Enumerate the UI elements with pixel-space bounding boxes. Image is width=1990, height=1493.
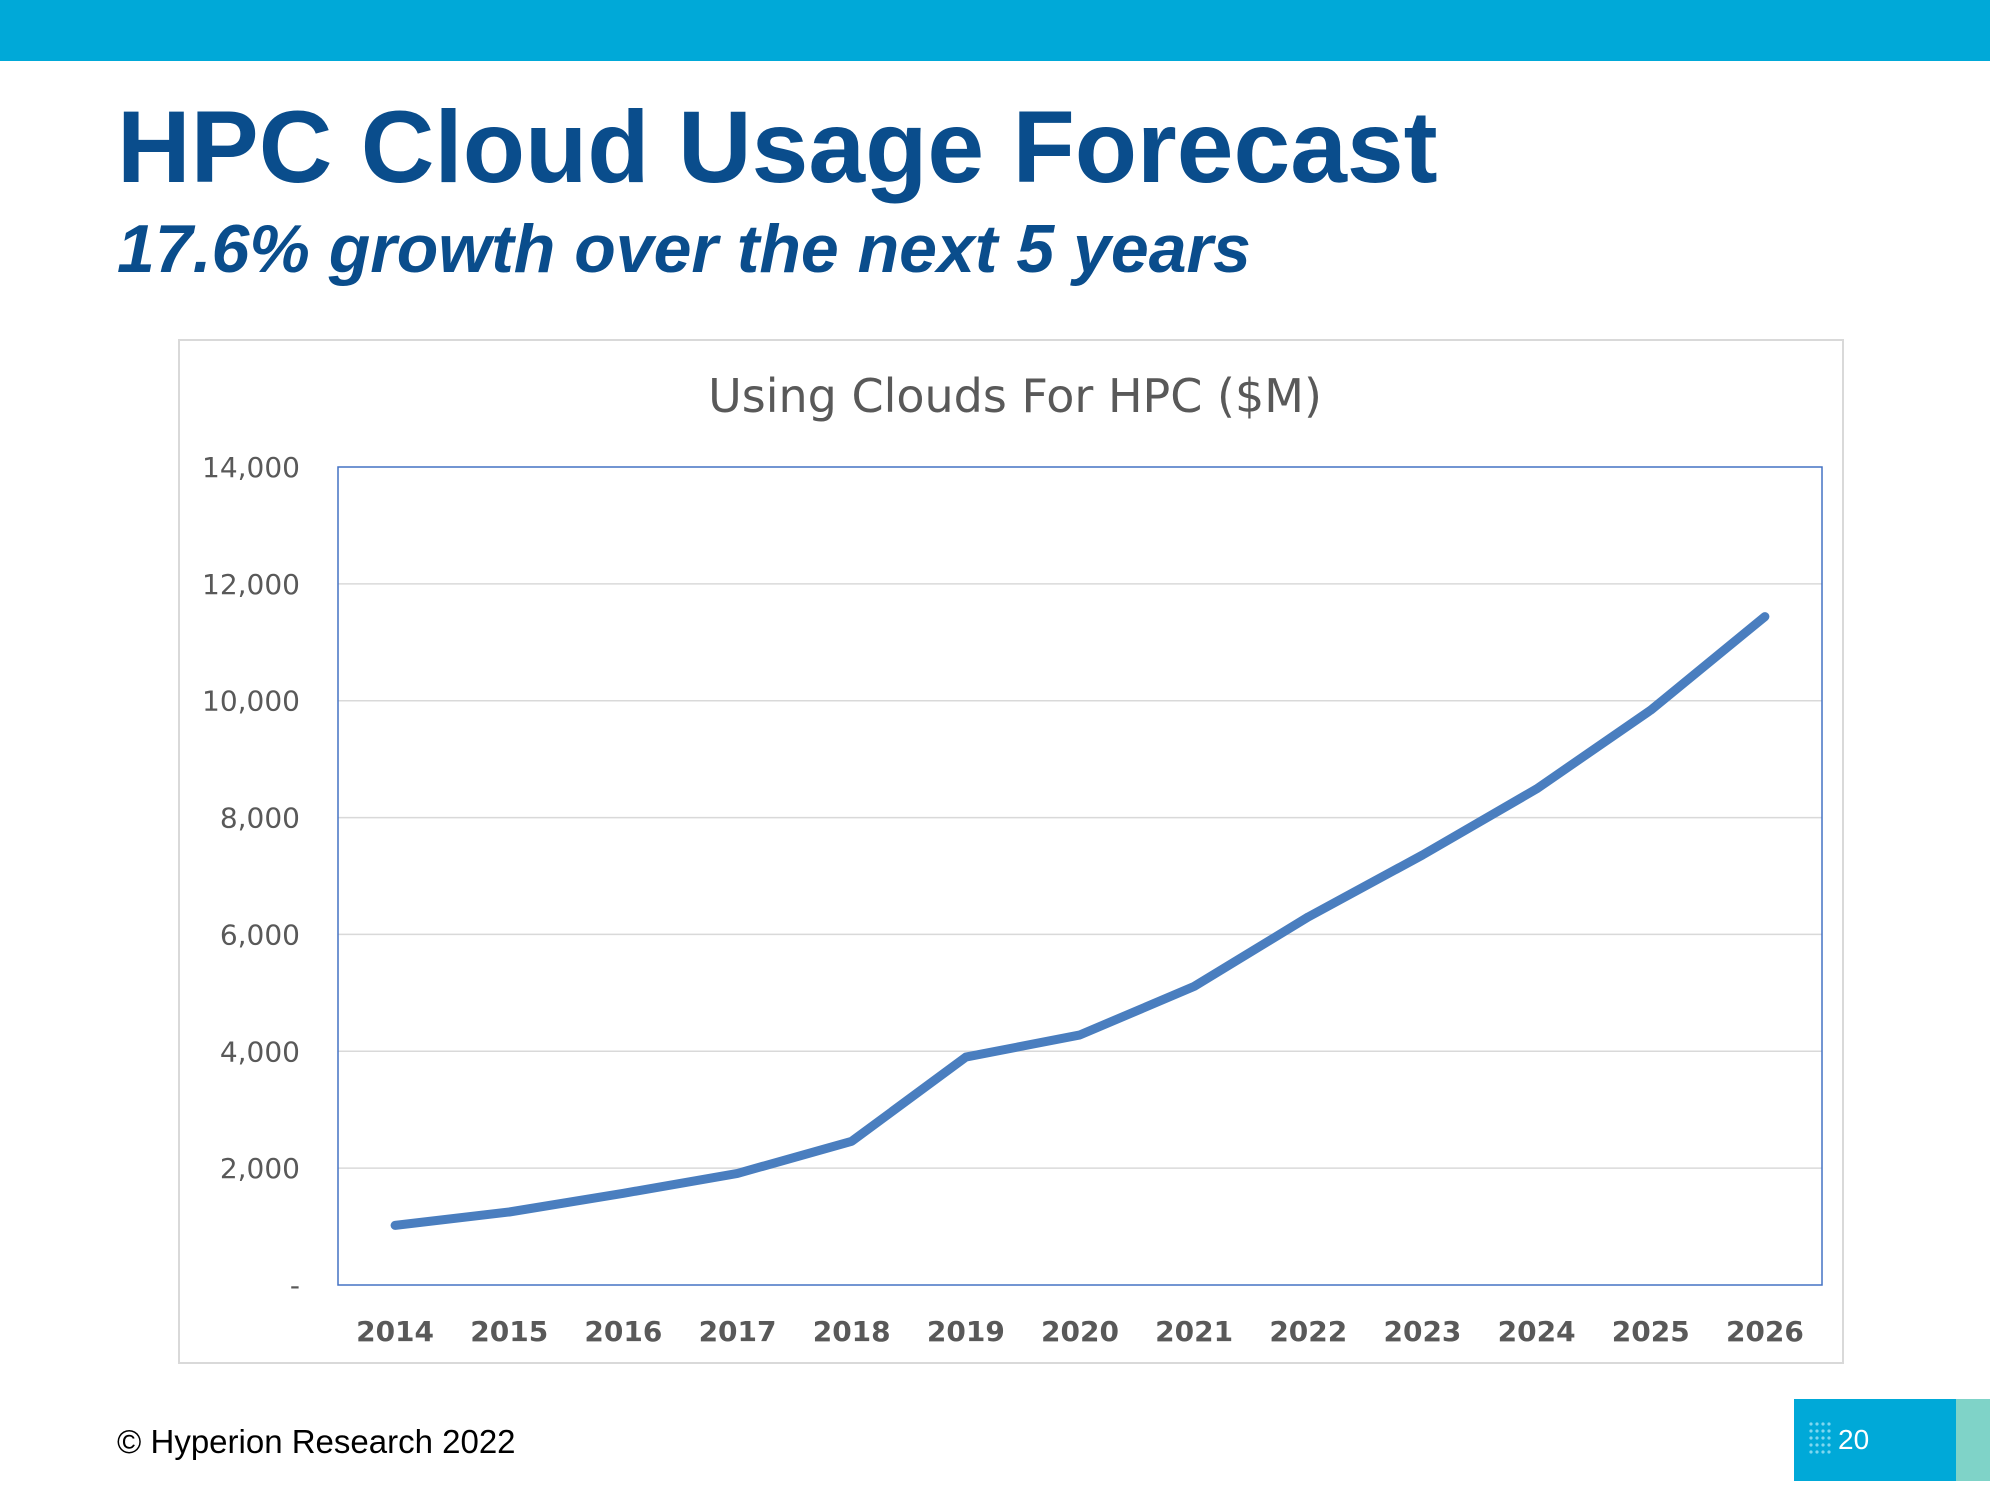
chart-frame: Using Clouds For HPC ($M) - 2,000 4,000 6,0… [178, 339, 1844, 1364]
gridlines [338, 583, 1822, 1169]
line-chart: Using Clouds For HPC ($M) - 2,000 4,000 6,0… [202, 369, 1823, 1348]
page-number: 20 [1838, 1424, 1870, 1455]
data-point [965, 1056, 967, 1058]
copyright-notice: © Hyperion Research 2022 [117, 1423, 516, 1460]
y-tick-label: 10,000 [202, 685, 300, 718]
data-point [508, 1211, 510, 1213]
x-tick-label: 2020 [1041, 1315, 1119, 1348]
data-point [1307, 916, 1309, 918]
data-point [1193, 985, 1195, 987]
y-tick-label: 4,000 [220, 1035, 300, 1068]
x-tick-label: 2018 [813, 1315, 891, 1348]
data-point [394, 1224, 396, 1226]
x-tick-label: 2026 [1726, 1315, 1804, 1348]
data-point [851, 1140, 853, 1142]
chart-title: Using Clouds For HPC ($M) [708, 369, 1322, 423]
y-axis-ticks: - 2,000 4,000 6,000 8,000 10,000 12,000 14,000 [202, 451, 300, 1302]
top-accent-bar [0, 0, 1990, 61]
data-point [1764, 616, 1766, 618]
series-layer [390, 612, 1770, 1230]
data-point [1536, 788, 1538, 790]
y-tick-label: 14,000 [202, 451, 300, 484]
plot-area-border [337, 466, 1823, 1286]
x-axis-ticks: 2014 2015 2016 2017 2018 2019 2020 2021 2022 2023… [356, 1315, 1804, 1348]
x-tick-label: 2019 [927, 1315, 1005, 1348]
x-tick-label: 2016 [584, 1315, 662, 1348]
dots-grid-icon [1809, 1422, 1831, 1454]
page-number-box: 20 [1794, 1399, 1956, 1481]
y-tick-label: 12,000 [202, 568, 300, 601]
y-tick-label: 6,000 [220, 918, 300, 951]
data-point [622, 1192, 624, 1194]
x-tick-label: 2015 [470, 1315, 548, 1348]
slide-subtitle: 17.6% growth over the next 5 years [117, 211, 1251, 287]
series-line [390, 612, 1770, 1230]
x-tick-label: 2024 [1498, 1315, 1576, 1348]
x-tick-label: 2022 [1269, 1315, 1347, 1348]
x-tick-label: 2017 [699, 1315, 777, 1348]
page-accent-strip [1956, 1399, 1990, 1481]
data-point [1079, 1034, 1081, 1036]
data-point [1650, 709, 1652, 711]
y-tick-label: 2,000 [220, 1152, 300, 1185]
data-point [1421, 854, 1423, 856]
slide-title: HPC Cloud Usage Forecast [117, 90, 1438, 204]
y-tick-label: - [290, 1269, 300, 1302]
x-tick-label: 2025 [1612, 1315, 1690, 1348]
y-tick-label: 8,000 [220, 802, 300, 835]
x-tick-label: 2021 [1155, 1315, 1233, 1348]
data-point [737, 1172, 739, 1174]
x-tick-label: 2014 [356, 1315, 434, 1348]
x-tick-label: 2023 [1383, 1315, 1461, 1348]
